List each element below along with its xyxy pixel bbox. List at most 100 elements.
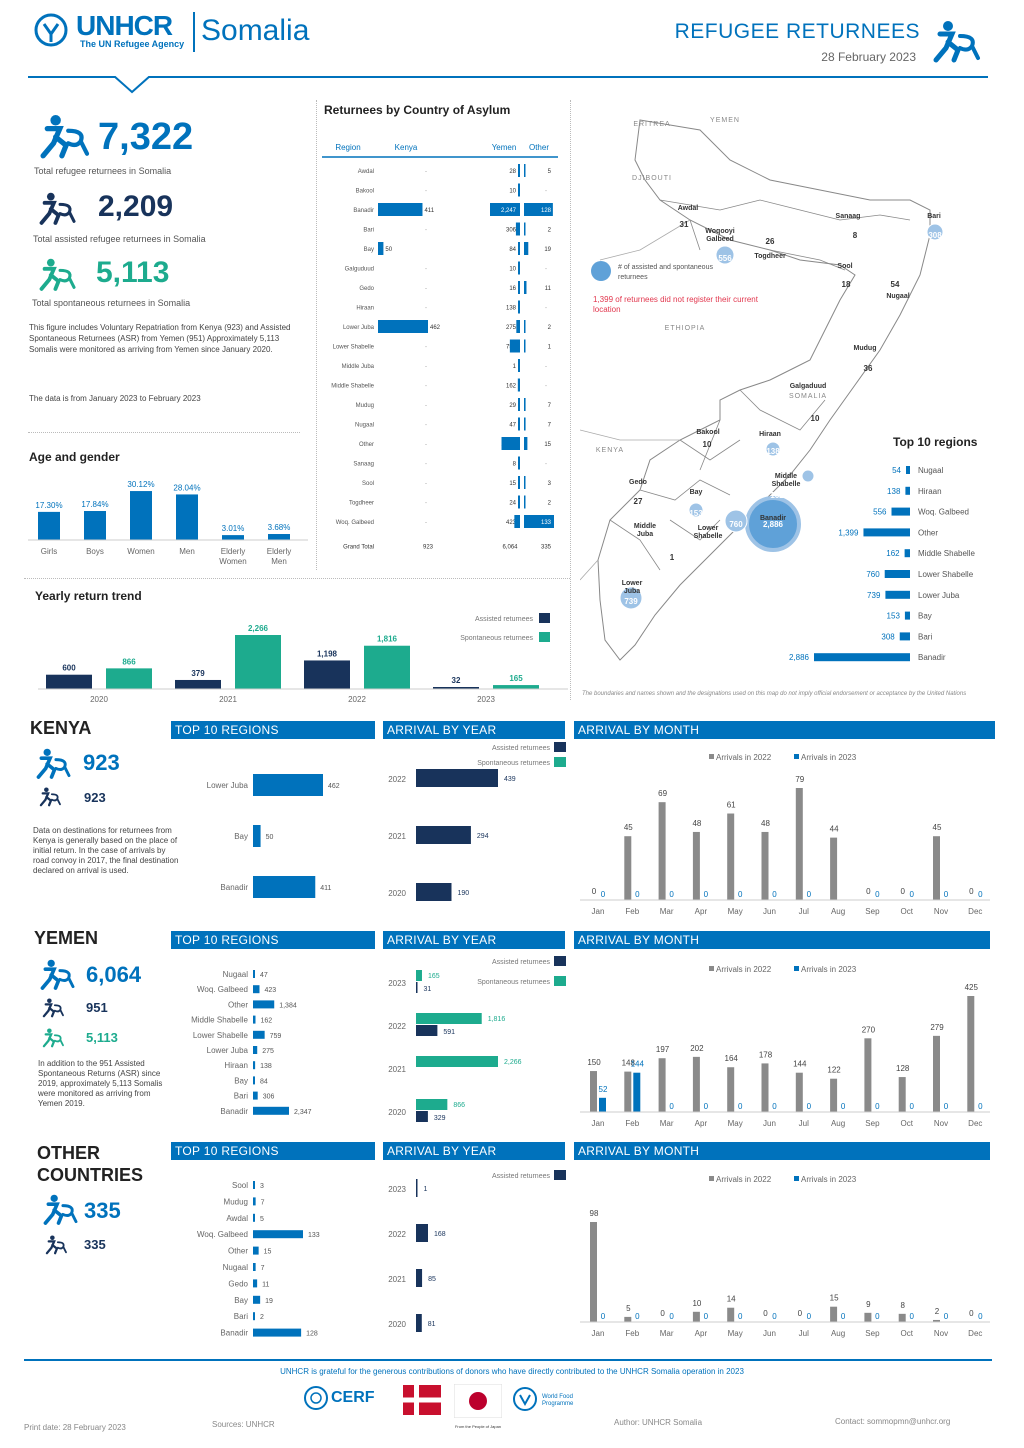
other-title-line2: COUNTRIES [37, 1165, 144, 1185]
somalia-map: YEMEN ERITREA DJIBOUTI ETHIOPIA KENYA SOMALIA… [580, 100, 1000, 700]
month-label: Jul [799, 1119, 809, 1128]
month-label: Apr [695, 1119, 708, 1128]
bubble-middle-shabelle [801, 469, 815, 483]
region-label: Bay [234, 1076, 248, 1085]
region-label: Nugaal [223, 1263, 249, 1272]
month-2023-label: 0 [772, 890, 777, 899]
year-spontaneous-bar [416, 1013, 482, 1024]
month-2022-label: 270 [862, 1025, 876, 1034]
total-returnees-value: 7,322 [98, 116, 194, 158]
kenya-total: 923 [83, 750, 120, 775]
month-2023-label: 0 [704, 1312, 709, 1321]
wfp-emblem-icon [513, 1387, 537, 1411]
table-region-label: Lower Shabelle [333, 345, 375, 351]
other-value: - [545, 189, 547, 195]
yemen-bar [518, 242, 520, 255]
other-value: - [545, 306, 547, 312]
yearly-spontaneous-label: 2,266 [248, 624, 269, 633]
divider [316, 100, 317, 570]
kenya-value: - [425, 442, 427, 448]
yemen-value: 275 [506, 325, 517, 331]
total-returnees-label: Total refugee returnees in Somalia [34, 166, 172, 176]
month-2023-label: 0 [978, 890, 983, 899]
top10-region: Banadir [918, 653, 946, 662]
map-region-label: Mudug [854, 345, 877, 352]
yemen-assisted: 951 [86, 1000, 108, 1015]
data-period: The data is from January 2023 to Februar… [29, 394, 201, 403]
map-region-value: 26 [766, 237, 775, 246]
top10-region: Bay [918, 612, 932, 621]
month-2022-bar [727, 1067, 735, 1112]
table-header-region: Region [335, 143, 360, 152]
map-region-label: Juba [624, 588, 640, 595]
year-assisted-value: 168 [434, 1231, 446, 1238]
month-label: Aug [831, 1119, 845, 1128]
map-region-label: Sool [837, 263, 852, 270]
month-2023-label: 0 [944, 1312, 949, 1321]
header-rule [28, 76, 988, 78]
map-region-value: 138 [766, 447, 780, 456]
footer-contact: Contact: sommopmn@unhcr.org [835, 1417, 951, 1426]
other-regions-chart: Sool 3 Mudug 7 Awdal 5 Woq. Galbeed 133 Other 15 N… [197, 1181, 320, 1338]
map-region-value: 760 [729, 520, 743, 529]
region-value: 411 [320, 885, 331, 892]
map-region-label: Awdal [678, 205, 699, 212]
assisted-returnee-icon [39, 192, 76, 225]
month-legend-2023: Arrivals in 2023 [801, 965, 857, 974]
month-2022-label: 48 [761, 819, 770, 828]
assisted-returnee-icon [45, 1235, 67, 1255]
region-bar [253, 1061, 256, 1070]
yearly-assisted-bar [304, 660, 350, 689]
region-value: 47 [260, 972, 268, 979]
other-title-line1: OTHER [37, 1143, 100, 1163]
top10-title: Top 10 regions [893, 435, 978, 449]
month-legend-2022-swatch [709, 754, 714, 759]
month-2022-label: 98 [590, 1209, 599, 1218]
month-2022-label: 61 [727, 801, 736, 810]
org-tagline: The UN Refugee Agency [80, 39, 185, 49]
age-bar-label: 30.12% [127, 480, 154, 489]
other-year-header: ARRIVAL BY YEAR [383, 1142, 565, 1160]
footer-thanks: UNHCR is grateful for the generous contr… [280, 1367, 744, 1376]
map-region-value: 556 [718, 254, 732, 263]
map-region-value: 10 [811, 414, 820, 423]
kenya-value: - [425, 501, 427, 507]
map-country-label: KENYA [596, 447, 624, 454]
region-bar [253, 1015, 256, 1024]
month-label: Dec [968, 1119, 982, 1128]
map-legend-bubble [591, 261, 611, 281]
map-region-label: Togdheer [754, 253, 786, 260]
age-category-label: Boys [86, 547, 104, 556]
month-2022-label: 425 [965, 983, 979, 992]
bubble-hiraan [765, 441, 781, 457]
top10-bar [904, 549, 910, 558]
month-2022-label: 0 [592, 887, 597, 896]
month-2022-label: 178 [759, 1050, 773, 1059]
top10-value: 54 [892, 466, 901, 475]
kenya-value: - [425, 364, 427, 370]
map-region-label: Sanaag [836, 213, 861, 220]
month-2022-bar [830, 837, 838, 900]
other-value: 5 [548, 169, 552, 175]
region-label: Middle Shabelle [191, 1016, 248, 1025]
yemen-value: 8 [513, 462, 517, 468]
other-bar [524, 203, 553, 216]
other-value: 128 [541, 208, 552, 214]
yearly-legend-assisted: Assisted returnees [475, 616, 533, 623]
month-2022-bar [795, 1072, 803, 1112]
month-2023-label: 0 [704, 890, 709, 899]
map-region-value: 739 [624, 597, 638, 606]
year-assisted-bar [416, 883, 452, 901]
month-2022-label: 44 [830, 825, 839, 834]
year-legend-spontaneous-swatch [554, 757, 566, 767]
other-total: 335 [84, 1198, 121, 1223]
footer-print-date: Print date: 28 February 2023 [24, 1423, 126, 1432]
other-value: - [545, 364, 547, 370]
japan-flag-logo: From the People of Japan [453, 1383, 503, 1430]
map-region-label: Bari [927, 213, 941, 220]
map-region-label: Banadir [760, 515, 786, 522]
top10-value: 153 [887, 612, 901, 621]
kenya-value: - [425, 228, 427, 234]
yemen-bar [518, 456, 520, 470]
donor-japan-text: From the People of Japan [454, 1424, 502, 1429]
